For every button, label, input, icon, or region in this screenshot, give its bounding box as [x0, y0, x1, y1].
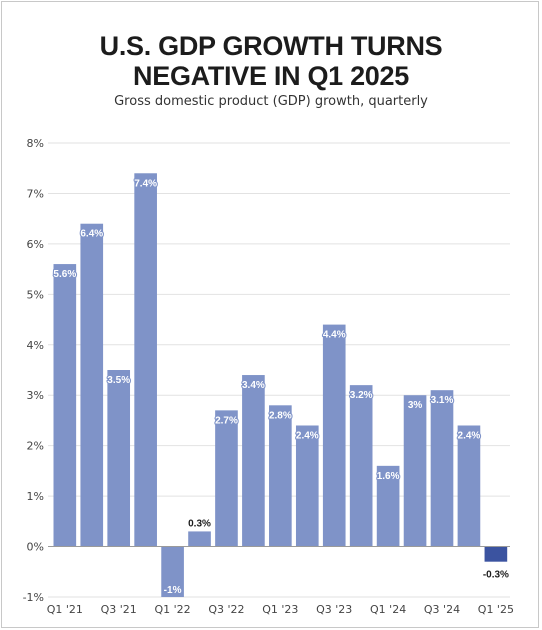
y-tick-label: 5% — [27, 288, 44, 301]
data-label: 3.4% — [242, 380, 265, 391]
bar — [215, 410, 238, 547]
y-tick-label: 1% — [27, 490, 44, 503]
bar — [107, 370, 131, 547]
data-label: 3.2% — [350, 390, 373, 401]
y-tick-label: 6% — [27, 238, 44, 251]
y-tick-label: 3% — [27, 389, 44, 402]
x-tick-label: Q1 '21 — [47, 603, 83, 616]
bar — [457, 425, 481, 547]
data-label: 2.7% — [215, 415, 238, 426]
data-label: 5.6% — [53, 269, 76, 280]
data-label: 0.3% — [188, 518, 211, 529]
y-tick-label: 2% — [27, 440, 44, 453]
chart-subtitle: Gross domestic product (GDP) growth, qua… — [114, 94, 428, 109]
x-tick-label: Q3 '23 — [316, 603, 352, 616]
data-label: 3% — [408, 400, 423, 411]
data-label: 6.4% — [80, 229, 103, 240]
bar — [53, 264, 77, 547]
axes: -1% 0% 1% 2% 3% 4% 5% 6% 7% 8% Q1 '21 Q3 '21 Q1 '22 Q… — [23, 137, 514, 616]
bar — [161, 546, 184, 597]
data-label: 2.8% — [269, 410, 292, 421]
x-tick-label: Q3 '22 — [208, 603, 244, 616]
bar — [295, 425, 319, 547]
bar — [430, 390, 454, 547]
y-tick-label: 4% — [27, 339, 44, 352]
bar — [188, 531, 211, 547]
x-tick-label: Q1 '25 — [478, 603, 514, 616]
y-tick-label: -1% — [23, 591, 44, 604]
bar — [322, 324, 346, 547]
data-label: -1% — [164, 585, 182, 596]
data-label: 4.4% — [323, 330, 346, 341]
x-tick-label: Q1 '22 — [154, 603, 190, 616]
chart-title-line-2: NEGATIVE IN Q1 2025 — [133, 61, 409, 91]
bar — [349, 385, 373, 547]
y-tick-label: 0% — [27, 541, 44, 554]
chart-title-line-1: U.S. GDP GROWTH TURNS — [99, 31, 443, 61]
data-labels: 5.6% 6.4% 3.5% 7.4% -1% 0.3% 2.7% 3.4% 2.8% 2.4% 4… — [52, 177, 509, 597]
bar — [134, 173, 157, 547]
data-label: 2.4% — [296, 430, 319, 441]
bar — [376, 465, 400, 547]
bars — [53, 173, 508, 597]
bar — [242, 375, 265, 547]
data-label: 7.4% — [134, 178, 157, 189]
data-label: 1.6% — [377, 471, 400, 482]
data-label: 3.1% — [431, 395, 454, 406]
bar — [269, 405, 292, 547]
bar — [80, 223, 104, 547]
x-tick-label: Q3 '21 — [101, 603, 137, 616]
y-tick-label: 7% — [27, 187, 44, 200]
x-tick-label: Q1 '23 — [262, 603, 298, 616]
bar — [403, 395, 427, 547]
y-tick-label: 8% — [27, 137, 44, 150]
data-label: -0.3% — [483, 570, 509, 581]
x-tick-label: Q1 '24 — [370, 603, 406, 616]
data-label: 3.5% — [107, 375, 130, 386]
x-tick-label: Q3 '24 — [424, 603, 460, 616]
data-label: 2.4% — [458, 430, 481, 441]
bar — [484, 546, 508, 562]
